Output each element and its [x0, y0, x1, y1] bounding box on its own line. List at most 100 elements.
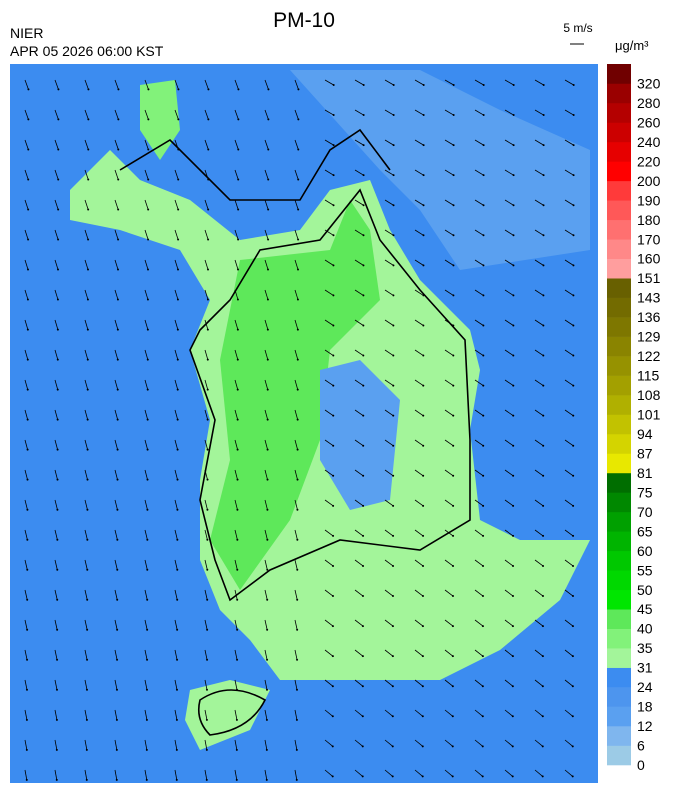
wind-arrow — [384, 559, 394, 567]
wind-arrow-head — [267, 268, 270, 271]
wind-arrow-head — [85, 688, 88, 691]
wind-arrow-head — [116, 298, 119, 301]
wind-arrow — [84, 589, 88, 600]
wind-arrow-head — [116, 478, 119, 481]
wind-arrow-head — [392, 114, 395, 117]
wind-arrow-head — [175, 688, 178, 691]
wind-arrow-head — [512, 534, 515, 537]
wind-arrow — [354, 199, 364, 206]
wind-arrow — [234, 679, 238, 690]
wind-arrow-head — [481, 685, 484, 688]
wind-arrow — [414, 679, 424, 687]
title: PM-10 — [273, 9, 335, 32]
wind-arrow — [474, 109, 484, 116]
wind-arrow — [564, 379, 574, 386]
wind-arrow — [84, 349, 89, 360]
wind-arrow — [504, 499, 514, 507]
wind-arrow — [24, 139, 29, 150]
wind-arrow — [414, 529, 424, 537]
wind-arrow-head — [147, 148, 150, 151]
wind-arrow-head — [332, 294, 335, 297]
wind-arrow — [84, 499, 88, 510]
wind-arrow-head — [572, 564, 575, 567]
wind-arrow — [264, 499, 268, 510]
wind-arrow-head — [392, 324, 395, 327]
wind-arrow — [564, 439, 574, 447]
wind-arrow — [24, 589, 28, 600]
wind-arrow — [144, 439, 148, 450]
wind-arrow — [444, 679, 454, 687]
wind-arrow-head — [27, 88, 30, 91]
colorbar-label: 6 — [637, 738, 645, 754]
wind-arrow-head — [452, 264, 455, 267]
wind-arrow — [444, 619, 454, 627]
wind-arrow — [204, 469, 208, 480]
wind-arrow-head — [146, 628, 149, 631]
colorbar-label: 60 — [637, 543, 653, 559]
wind-arrow-head — [361, 715, 364, 718]
wind-arrow-head — [392, 204, 395, 207]
wind-arrow — [264, 589, 268, 600]
wind-arrow — [174, 409, 179, 420]
wind-arrow-head — [87, 208, 90, 211]
wind-arrow-head — [296, 598, 299, 601]
wind-arrow — [324, 169, 334, 176]
wind-arrow-head — [542, 414, 545, 417]
wind-arrow — [264, 79, 269, 90]
wind-arrow-head — [572, 294, 575, 297]
wind-arrow-head — [362, 144, 365, 147]
wind-arrow — [324, 439, 334, 447]
wind-arrow-head — [332, 354, 335, 357]
wind-arrow — [114, 769, 118, 780]
wind-arrow — [474, 769, 483, 777]
wind-arrow-head — [175, 748, 178, 751]
colorbar-segment — [607, 141, 631, 162]
wind-arrow-head — [422, 564, 425, 567]
wind-arrow-head — [205, 718, 208, 721]
wind-arrow — [354, 109, 364, 116]
wind-arrow-head — [391, 625, 394, 628]
wind-arrow — [564, 739, 573, 747]
wind-arrow — [414, 169, 424, 176]
wind-arrow — [324, 679, 334, 687]
wind-arrow — [204, 769, 208, 780]
wind-arrow-head — [235, 688, 238, 691]
wind-arrow — [54, 259, 59, 270]
wind-arrow-head — [266, 568, 269, 571]
colorbar-label: 190 — [637, 192, 661, 208]
wind-arrow — [294, 589, 298, 600]
colorbar-segment — [607, 745, 631, 766]
wind-arrow — [324, 619, 334, 627]
wind-arrow — [144, 169, 149, 180]
wind-arrow — [54, 619, 58, 630]
wind-arrow — [324, 499, 334, 507]
wind-arrow-head — [176, 598, 179, 601]
wind-arrow — [474, 619, 484, 627]
wind-arrow — [354, 439, 364, 447]
wind-arrow — [474, 139, 484, 146]
colorbar-label: 87 — [637, 445, 653, 461]
wind-arrow-head — [146, 298, 149, 301]
wind-arrow — [264, 709, 268, 720]
wind-arrow — [414, 109, 424, 116]
wind-arrow-head — [332, 83, 335, 86]
wind-arrow-head — [176, 358, 179, 361]
wind-arrow-head — [116, 628, 119, 631]
wind-arrow — [354, 589, 364, 597]
wind-arrow-head — [145, 778, 148, 781]
wind-arrow-head — [26, 448, 29, 451]
wind-arrow — [114, 79, 119, 90]
wind-arrow — [264, 649, 268, 660]
wind-arrow-head — [145, 688, 148, 691]
wind-arrow-head — [452, 234, 455, 237]
wind-arrow — [204, 499, 208, 510]
colorbar-label: 143 — [637, 290, 661, 306]
wind-arrow-head — [512, 354, 515, 357]
wind-arrow-head — [146, 598, 149, 601]
wind-arrow — [534, 679, 544, 687]
wind-arrow-head — [116, 388, 119, 391]
wind-arrow — [144, 589, 148, 600]
wind-arrow — [414, 79, 424, 86]
colorbar-label: 101 — [637, 407, 661, 423]
wind-arrow-head — [512, 294, 515, 297]
